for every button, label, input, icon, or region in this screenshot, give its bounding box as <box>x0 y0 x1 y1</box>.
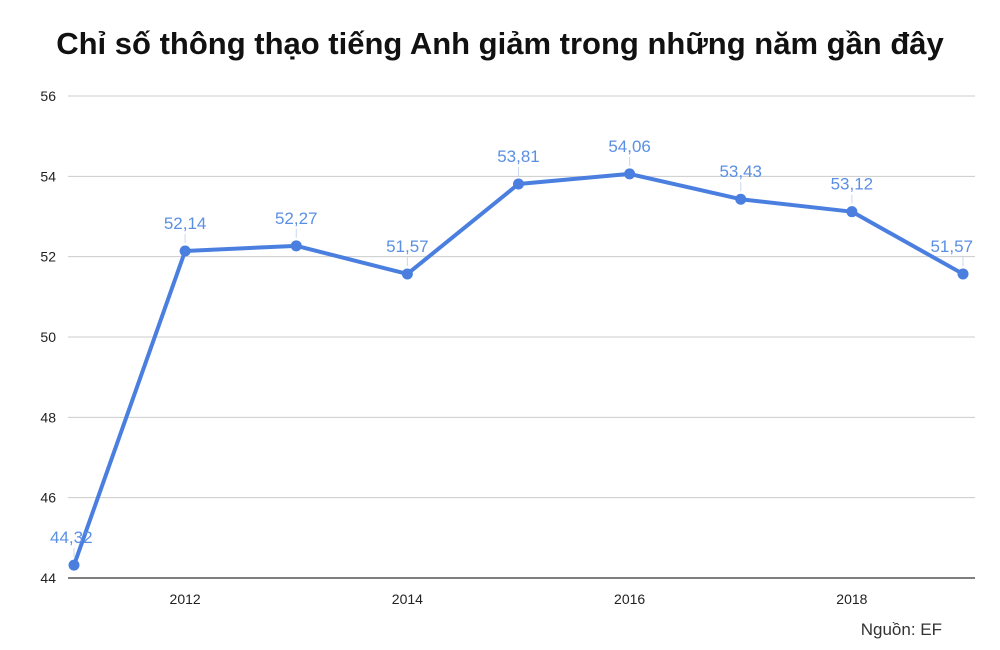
data-label: 52,14 <box>164 214 207 233</box>
x-tick-label: 2012 <box>170 591 201 607</box>
y-tick-label: 54 <box>40 168 56 184</box>
data-point <box>735 193 747 205</box>
y-tick-label: 46 <box>40 490 56 506</box>
gridlines <box>68 95 975 579</box>
data-point <box>513 178 524 190</box>
x-tick-label: 2018 <box>836 591 867 607</box>
y-tick-label: 48 <box>40 409 56 425</box>
data-point <box>957 268 969 280</box>
series-line <box>68 168 969 571</box>
data-point <box>401 268 413 280</box>
x-axis-ticks: 2012 2014 2016 2018 <box>170 591 868 607</box>
y-tick-label: 44 <box>40 570 56 586</box>
data-point <box>290 240 302 252</box>
x-tick-label: 2014 <box>392 591 423 607</box>
y-axis-ticks: 44 46 48 50 52 54 56 <box>40 88 56 586</box>
data-point <box>846 206 858 218</box>
source-note: Nguồn: EF <box>860 620 942 639</box>
data-label: 54,06 <box>608 137 651 156</box>
data-label: 51,57 <box>386 237 429 256</box>
y-tick-label: 56 <box>40 88 56 104</box>
series-line-path <box>72 171 965 568</box>
y-tick-label: 52 <box>40 249 56 265</box>
chart-title: Chỉ số thông thạo tiếng Anh giảm trong n… <box>56 26 944 61</box>
y-tick-label: 50 <box>40 329 56 345</box>
data-label: 44,32 <box>50 528 93 547</box>
data-label: 52,27 <box>275 209 318 228</box>
data-label: 53,12 <box>831 175 874 194</box>
data-point <box>179 245 191 257</box>
x-tick-label: 2016 <box>614 591 645 607</box>
data-label: 51,57 <box>930 237 973 256</box>
data-point <box>68 559 80 571</box>
data-label: 53,43 <box>719 162 762 181</box>
data-label: 53,81 <box>497 147 540 166</box>
data-labels: 44,32 52,14 52,27 51,57 53,81 54,06 53,43 53,12… <box>50 137 973 558</box>
data-point <box>624 168 636 180</box>
